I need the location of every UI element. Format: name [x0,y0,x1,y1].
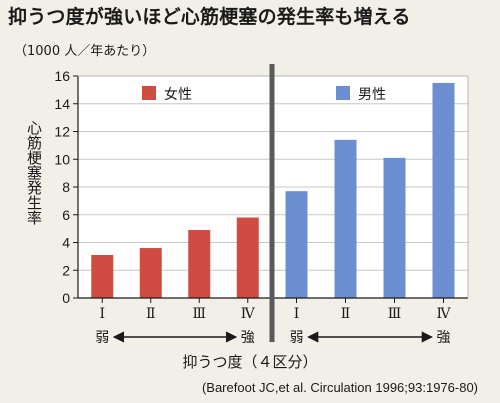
y-tick-label: 6 [62,207,70,223]
category-label: Ⅰ [294,306,300,322]
legend-label-male: 男性 [358,87,386,103]
bar-female-1 [91,254,114,298]
category-label: Ⅲ [388,306,402,322]
category-label: Ⅰ [99,306,105,322]
bar-female-3 [188,230,211,298]
bar-female-2 [139,248,162,298]
y-tick-label: 16 [54,68,70,84]
category-label: Ⅳ [437,306,452,322]
y-tick-label: 8 [62,179,70,195]
y-tick-label: 2 [62,262,70,278]
legend-swatch-female [142,86,156,100]
strong-label: 強 [241,330,255,346]
unit-label: （1000 人／年あたり） [14,44,156,59]
category-label: Ⅲ [192,306,206,322]
y-tick-label: 0 [62,290,70,306]
legend-swatch-male [336,86,350,100]
bar-male-3 [383,157,406,298]
strong-label: 強 [437,330,451,346]
bar-male-1 [285,191,308,298]
category-label: Ⅱ [146,306,156,322]
category-label: Ⅱ [341,306,351,322]
y-tick-label: 4 [62,235,70,251]
x-axis-label: 抑うつ度（４区分） [182,353,318,371]
page-title: 抑うつ度が強いほど心筋梗塞の発生率も増える [8,6,411,28]
y-tick-label: 14 [54,96,70,112]
y-tick-label: 12 [54,124,70,140]
weak-label: 弱 [290,330,304,346]
category-label: Ⅳ [241,306,256,322]
weak-label: 弱 [95,330,109,346]
legend-label-female: 女性 [164,86,192,103]
bar-male-2 [334,139,357,298]
bar-male-4 [432,82,455,298]
y-tick-label: 10 [54,151,70,167]
y-axis-label: 心筋梗塞発生率 [25,120,43,225]
source-citation: (Barefoot JC,et al. Circulation 1996;93:… [201,380,478,395]
bar-female-4 [236,217,259,298]
